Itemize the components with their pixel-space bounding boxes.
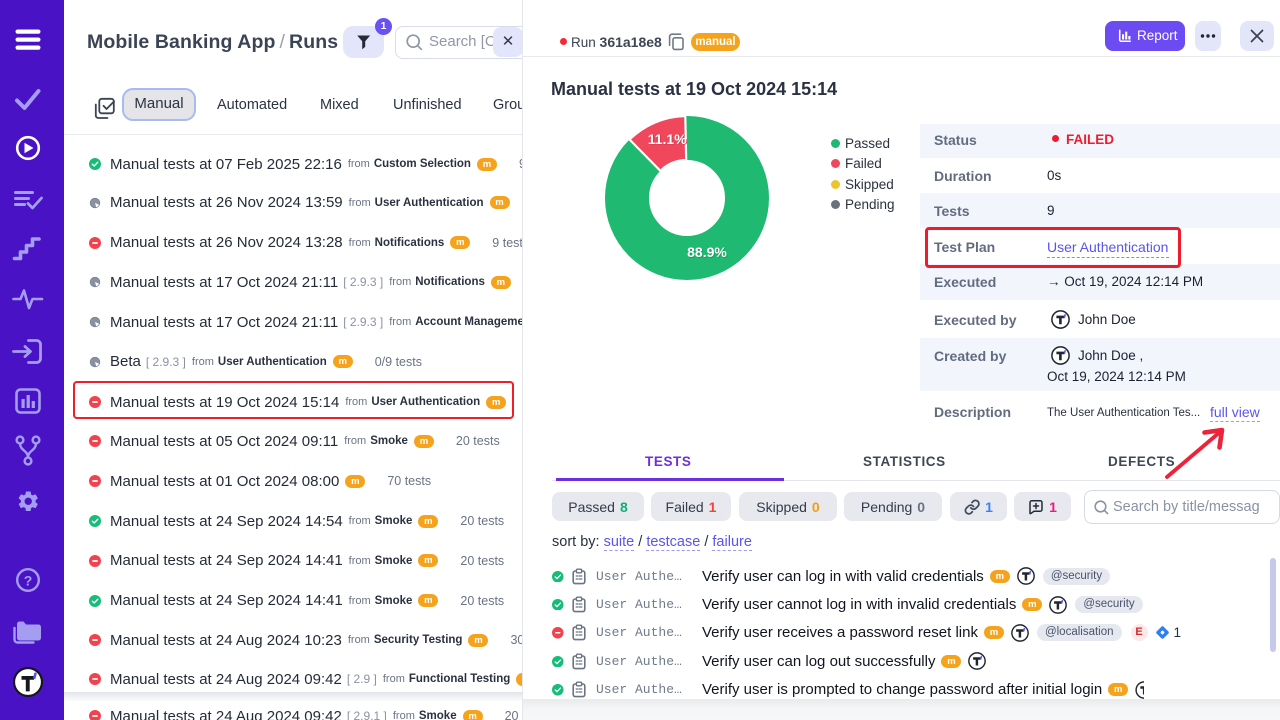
svg-text:11.1%: 11.1% [648, 131, 687, 147]
svg-text:88.9%: 88.9% [687, 244, 727, 260]
svg-text:?: ? [24, 573, 33, 589]
svg-text:88.9%: 88.9% [688, 245, 728, 261]
svg-text:11.1%: 11.1% [649, 132, 688, 148]
